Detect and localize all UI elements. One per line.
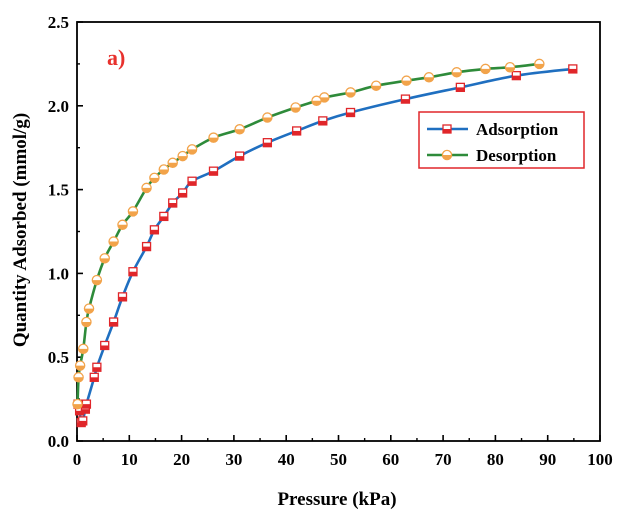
y-tick-label: 0.0: [48, 432, 69, 451]
series-layer: [72, 58, 578, 428]
data-point-desorption: [81, 316, 92, 328]
data-point-desorption: [177, 150, 188, 162]
data-point-desorption: [186, 144, 198, 155]
data-point-desorption: [117, 219, 128, 231]
data-point-adsorption: [168, 198, 178, 208]
y-axis-title: Quantity Adsorbed (mmol/g): [10, 113, 31, 347]
x-tick-label: 90: [539, 450, 556, 469]
y-tick-label: 2.0: [48, 97, 69, 116]
data-point-adsorption: [345, 107, 356, 118]
data-point-desorption: [73, 372, 84, 383]
x-tick-label: 100: [587, 450, 613, 469]
data-point-adsorption: [89, 372, 99, 382]
data-point-adsorption: [159, 211, 169, 222]
data-point-desorption: [83, 303, 95, 314]
data-point-desorption: [480, 63, 491, 75]
data-point-adsorption: [318, 116, 328, 126]
x-tick-label: 80: [487, 450, 504, 469]
data-point-adsorption: [177, 188, 188, 198]
data-point-desorption: [74, 360, 86, 371]
data-point-desorption: [345, 87, 356, 98]
data-point-adsorption: [81, 399, 92, 409]
data-point-adsorption: [400, 94, 411, 104]
x-tick-label: 40: [278, 450, 295, 469]
x-tick-label: 0: [73, 450, 82, 469]
panel-label: a): [107, 45, 125, 70]
x-ticks: 0 10 20 30 40 50 60 70 80 90 100: [73, 435, 613, 469]
data-point-desorption: [370, 80, 382, 91]
data-point-adsorption: [92, 362, 102, 372]
data-point-desorption: [504, 62, 516, 73]
data-point-adsorption: [262, 138, 273, 148]
data-point-adsorption: [455, 82, 466, 93]
data-point-desorption: [311, 95, 322, 107]
data-point-desorption: [158, 164, 170, 175]
y-tick-label: 2.5: [48, 13, 69, 32]
data-point-desorption: [534, 58, 545, 70]
data-point-adsorption: [149, 225, 160, 235]
data-point-desorption: [99, 253, 110, 264]
data-point-desorption: [141, 182, 152, 194]
data-point-adsorption: [141, 241, 152, 252]
x-tick-label: 20: [173, 450, 190, 469]
legend: Adsorption Desorption: [418, 111, 585, 169]
data-point-adsorption: [108, 317, 119, 327]
data-point-adsorption: [187, 176, 197, 186]
data-point-desorption: [72, 398, 83, 410]
data-point-desorption: [451, 67, 462, 78]
data-point-adsorption: [511, 70, 521, 81]
legend-item-desorption: [427, 149, 468, 161]
x-tick-label: 10: [121, 450, 138, 469]
legend-item-adsorption: [427, 124, 468, 134]
data-point-desorption: [234, 124, 245, 135]
data-point-desorption: [401, 75, 412, 86]
x-tick-label: 60: [382, 450, 399, 469]
y-tick-label: 0.5: [48, 348, 69, 367]
data-point-desorption: [149, 172, 160, 184]
data-point-desorption: [208, 132, 219, 143]
legend-label-desorption: Desorption: [476, 146, 557, 165]
y-tick-label: 1.0: [48, 264, 69, 283]
legend-label-adsorption: Adsorption: [476, 120, 559, 139]
data-point-desorption: [423, 72, 435, 83]
x-axis-title: Pressure (kPa): [277, 489, 396, 510]
legend-marker-adsorption: [442, 124, 452, 134]
series-desorption: [72, 58, 545, 410]
data-point-adsorption: [128, 267, 138, 277]
data-point-desorption: [108, 236, 119, 247]
data-point-adsorption: [117, 292, 128, 302]
data-point-adsorption: [568, 64, 578, 74]
data-point-desorption: [78, 343, 89, 355]
data-point-adsorption: [78, 416, 88, 426]
data-point-adsorption: [235, 151, 245, 161]
x-tick-label: 50: [330, 450, 347, 469]
x-tick-label: 70: [435, 450, 452, 469]
data-point-desorption: [127, 206, 139, 217]
data-point-adsorption: [292, 126, 302, 136]
y-tick-label: 1.5: [48, 181, 69, 200]
data-point-desorption: [290, 102, 301, 113]
x-tick-label: 30: [225, 450, 242, 469]
data-point-desorption: [167, 157, 178, 169]
data-point-adsorption: [208, 166, 219, 176]
data-point-desorption: [262, 112, 273, 123]
series-adsorption: [73, 64, 578, 428]
data-point-adsorption: [100, 340, 110, 351]
y-ticks: 0.0 0.5 1.0 1.5 2.0 2.5: [48, 13, 83, 451]
data-point-desorption: [91, 274, 103, 286]
legend-marker-desorption: [441, 149, 453, 161]
